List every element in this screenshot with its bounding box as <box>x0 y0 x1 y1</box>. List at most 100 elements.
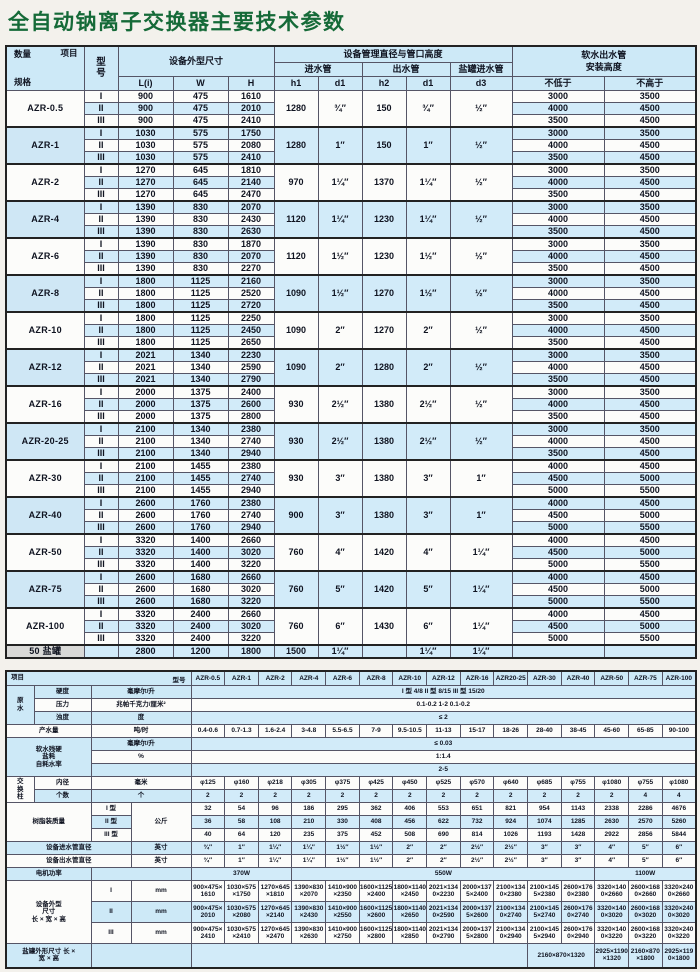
height-max-cell: 5000 <box>603 472 697 485</box>
height-min-cell: 4000 <box>511 361 605 374</box>
pipe-cell: ½″ <box>449 348 513 387</box>
value-cell: φ685 <box>527 776 562 790</box>
pipe-cell: ¾″ <box>317 90 363 128</box>
dimension-cell: 1750 <box>227 126 275 140</box>
dimension-cell: 2600 <box>117 570 174 584</box>
height-min-cell: 5000 <box>511 521 605 535</box>
dimension-cell: 2800 <box>117 644 174 659</box>
model-cell: AZR-100 <box>5 607 85 646</box>
dimension-cell: 2740 <box>227 509 275 522</box>
height-min-cell: 4500 <box>511 620 605 633</box>
row-label-cell: I <box>90 880 132 902</box>
model-cell: AZR-30 <box>5 459 85 498</box>
row-label-cell <box>90 943 192 968</box>
dimension-cell: 1375 <box>172 398 229 411</box>
table-row: AZR-4 I 1390 830 2070 1120 1¼″ 1230 1¼″ ½″ 3000 350… <box>5 200 697 239</box>
value-cell: I 型 4/8 II 型 8/15 III 型 15/20 <box>190 685 697 699</box>
dimension-cell: 2100 <box>117 447 174 461</box>
model-column-header: AZR-40 <box>560 670 596 686</box>
dimension-cell: 2100 <box>117 435 174 448</box>
height-min-cell: 5000 <box>511 558 605 572</box>
table-row: AZR-16 I 2000 1375 2400 930 2½″ 1380 2½″ ½″ 3000 35… <box>5 385 697 424</box>
dimension-cell: 475 <box>172 90 229 103</box>
pipe-cell: 1¼″ <box>317 163 363 202</box>
row-label-cell: 硬度 <box>33 685 92 699</box>
model-column-header: AZR-100 <box>661 670 697 686</box>
value-cell: φ160 <box>224 776 259 790</box>
value-cell: 235 <box>291 828 327 842</box>
pipe-cell: 1″ <box>449 459 513 498</box>
height-min-cell: 4500 <box>511 472 605 485</box>
dimension-cell: 1400 <box>172 558 229 572</box>
dimension-cell: 1455 <box>172 472 229 485</box>
dimension-cell: 830 <box>172 200 229 214</box>
dimension-cell: 1125 <box>172 311 229 325</box>
value-cell: 45-60 <box>594 724 630 738</box>
dimension-cell: 900 <box>117 114 174 128</box>
pipe-cell: 930 <box>273 459 319 498</box>
height-max-cell: 3500 <box>603 348 697 362</box>
table-row: 2-5 <box>6 763 697 777</box>
row-label-cell: 设备进水管直径 <box>5 841 132 855</box>
value-cell: 2570 <box>628 815 663 829</box>
type-cell: I <box>83 348 119 362</box>
value-cell: 5844 <box>661 828 697 842</box>
pipe-cell: 4″ <box>405 533 451 572</box>
value-cell: 2021×1340×2590 <box>426 901 461 923</box>
row-label-cell: 毫米 <box>90 776 192 790</box>
height-min-cell <box>511 644 605 659</box>
value-cell: φ525 <box>426 776 461 790</box>
dimension-cell: 2000 <box>117 398 174 411</box>
value-cell: 3320×1400×3220 <box>594 922 630 944</box>
value-cell: ¾″ <box>190 854 226 868</box>
spec-table-bottom: 项目 型号 AZR-0.5 AZR-1 AZR-2 AZR-4 AZR-6 AZR-8 AZR-… <box>5 670 697 969</box>
dimension-cell: 1400 <box>172 546 229 559</box>
type-cell: II <box>83 213 119 226</box>
type-cell: III <box>83 336 119 350</box>
row-label-cell: 毫摩尔/升 <box>90 737 192 751</box>
table-row: 个数个 2 2 2 2 2 2 2 2 2 2 2 2 2 4 4 <box>6 789 697 803</box>
dimension-cell: 2100 <box>117 459 174 473</box>
corner-model-label: 型号 <box>172 676 186 684</box>
dimension-cell: 2740 <box>227 435 275 448</box>
value-cell: φ755 <box>628 776 663 790</box>
value-cell: 821 <box>493 802 529 816</box>
dimension-cell: 1270 <box>117 163 174 177</box>
value-cell: 186 <box>291 802 327 816</box>
height-max-cell: 4500 <box>603 435 697 448</box>
value-cell: 1″ <box>224 841 259 855</box>
value-cell: 6″ <box>661 854 697 868</box>
value-cell: 1¼″ <box>257 854 293 868</box>
value-cell: 924 <box>493 815 529 829</box>
value-cell: 1410×900×2350 <box>325 880 360 902</box>
dimension-cell: 1680 <box>172 570 229 584</box>
row-label-cell: 个 <box>90 789 192 803</box>
value-cell: 954 <box>527 802 562 816</box>
value-cell: 4″ <box>594 841 630 855</box>
value-cell: 2″ <box>426 841 461 855</box>
value-cell: 900×475×2410 <box>190 922 226 944</box>
height-min-cell: 4000 <box>511 250 605 263</box>
value-cell: 690 <box>426 828 461 842</box>
dimension-cell: 2410 <box>227 114 275 128</box>
height-max-cell: 4500 <box>603 447 697 461</box>
dimension-cell: 2380 <box>227 496 275 510</box>
height-min-cell: 4000 <box>511 435 605 448</box>
model-cell: AZR-40 <box>5 496 85 535</box>
value-cell: 1270×645×1810 <box>257 880 293 902</box>
height-max-cell: 4500 <box>603 188 697 202</box>
spec-table-top: 数量 项目 规格 型号 设备外型尺寸 设备管理直径与管口高度 软水出水管 安装高… <box>5 45 698 659</box>
corner-cell: 数量 项目 规格 <box>5 45 85 91</box>
vertical-label: 交换柱 <box>17 777 24 801</box>
value-cell: 3320×2400×3220 <box>661 922 697 944</box>
value-cell: 2000×1375×2800 <box>459 922 495 944</box>
dimension-cell: 575 <box>172 151 229 165</box>
row-label-cell: 电机功率 <box>5 867 92 881</box>
col-header-l: L(i) <box>117 76 174 91</box>
value-cell: 1026 <box>493 828 529 842</box>
height-min-cell: 4500 <box>511 583 605 596</box>
value-cell: 2600×1680×3020 <box>628 901 663 923</box>
row-label-cell: 软水残硬 盐耗 自耗水率 <box>5 737 92 777</box>
dimension-cell: 1610 <box>227 90 275 103</box>
value-cell: 108 <box>257 815 293 829</box>
